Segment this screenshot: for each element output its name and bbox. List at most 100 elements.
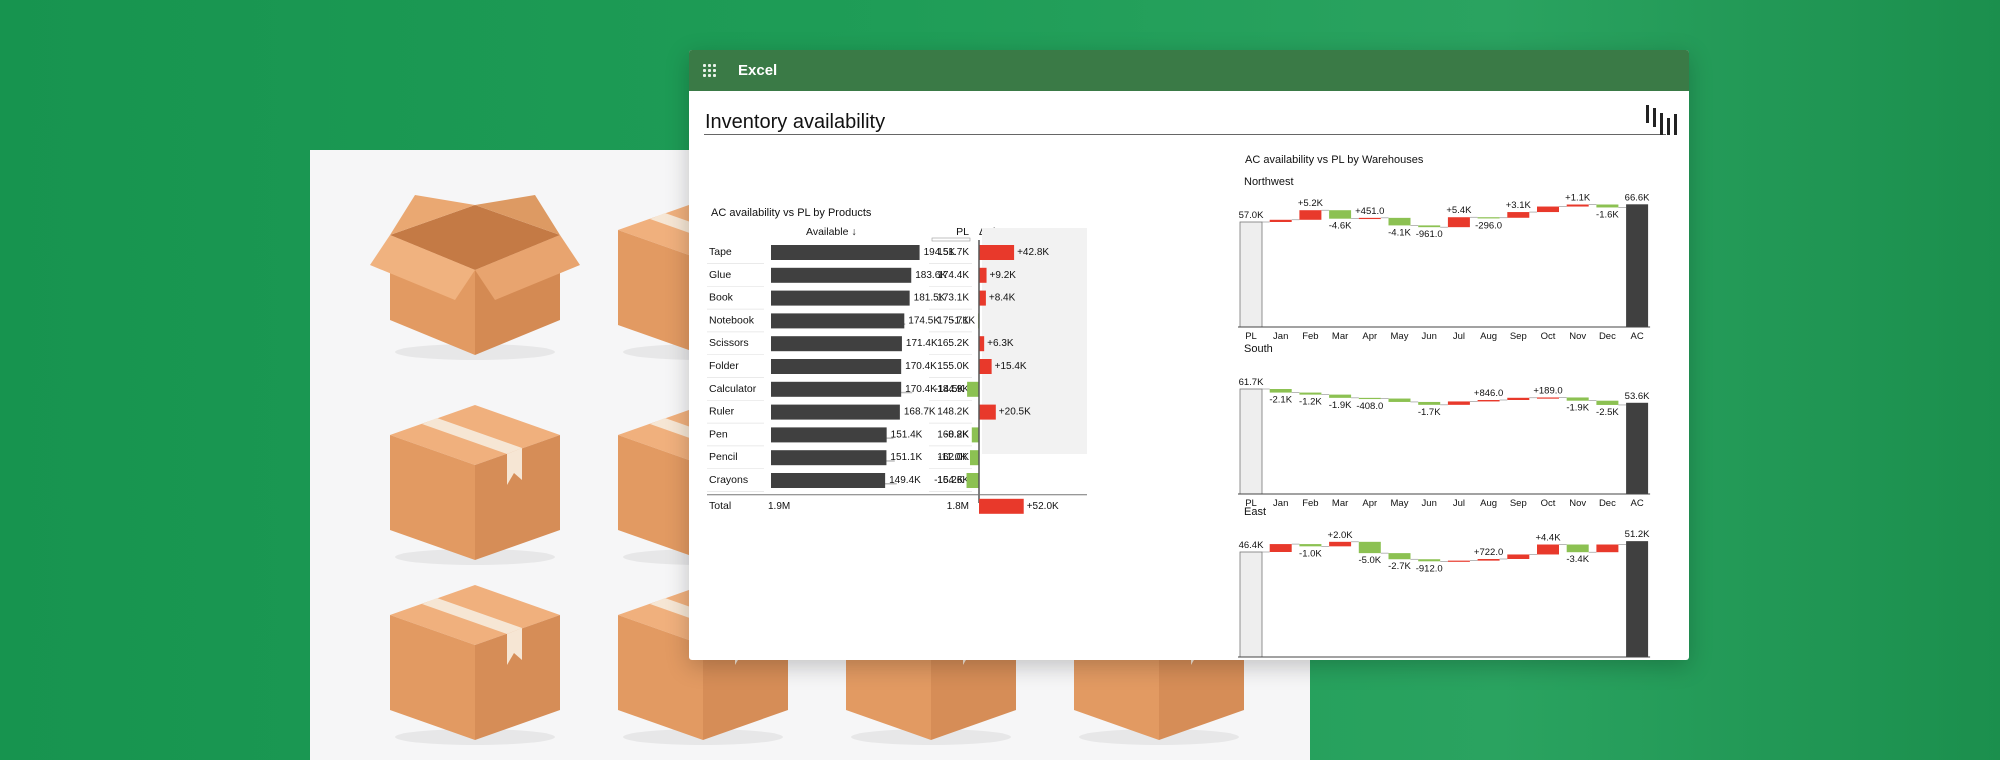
delta-bar bbox=[1477, 558, 1500, 561]
delta-value: -1.0K bbox=[1299, 548, 1322, 559]
ac-end-bar bbox=[1626, 402, 1649, 494]
delta-value: -1.7K bbox=[1418, 407, 1441, 418]
delta-bar bbox=[1447, 560, 1470, 562]
total-delta-bar bbox=[979, 498, 1024, 514]
product-name: Ruler bbox=[709, 406, 735, 418]
delta-value: +722.0 bbox=[1474, 547, 1503, 558]
report-canvas: AC availability vs PL by Products Availab… bbox=[707, 154, 1650, 658]
product-name: Pencil bbox=[709, 451, 738, 463]
available-value: 168.7K bbox=[904, 407, 936, 418]
pl-start-bar bbox=[1239, 551, 1263, 658]
available-bar bbox=[771, 427, 887, 443]
total-row[interactable]: Total 1.9M 1.8M +52.0K bbox=[709, 498, 1059, 514]
available-value: 183.6K bbox=[915, 270, 947, 281]
delta-bar bbox=[1299, 392, 1322, 395]
delta-value: +846.0 bbox=[1474, 388, 1503, 399]
x-tick-label: AC bbox=[1630, 331, 1643, 342]
warehouse-panel: Northwest 57.0K +5.2K -4.6K+451.0 -4.1K -961.… bbox=[1238, 176, 1650, 342]
column-header-pl: PL bbox=[956, 226, 969, 238]
delta-value: +5.2K bbox=[1298, 198, 1324, 209]
warehouse-panel: East 46.4K -1.0K +2.0K -5.0K -2.7K -912.0 +722.… bbox=[1238, 506, 1650, 658]
pl-value: 174.4K bbox=[937, 270, 969, 281]
delta-value: +6.3K bbox=[987, 338, 1014, 349]
available-value: 170.4K bbox=[905, 384, 937, 395]
delta-bar bbox=[1329, 210, 1352, 219]
waffle-icon[interactable] bbox=[703, 64, 717, 78]
delta-value: -1.2K bbox=[1299, 397, 1322, 408]
delta-value: -2.5K bbox=[1596, 407, 1619, 418]
delta-bar bbox=[1388, 553, 1411, 560]
product-name: Crayons bbox=[709, 474, 748, 486]
delta-value: +9.2K bbox=[990, 270, 1017, 281]
table-row[interactable]: Pencil 151.1K 162.0K-11.0K bbox=[707, 450, 979, 470]
delta-value: -1.9K bbox=[1329, 400, 1352, 411]
pl-value: 175.7K bbox=[937, 315, 969, 326]
available-bar bbox=[771, 359, 902, 374]
available-value: 151.1K bbox=[890, 452, 922, 463]
x-tick-label: Nov bbox=[1569, 331, 1586, 342]
delta-bar bbox=[1596, 544, 1619, 553]
table-row[interactable]: Pen 151.4K 160.2K-8.8K bbox=[707, 427, 979, 447]
delta-bar bbox=[1447, 217, 1470, 228]
x-tick-label: Sep bbox=[1510, 498, 1527, 509]
delta-bar bbox=[1299, 210, 1322, 220]
total-available: 1.9M bbox=[768, 501, 790, 512]
start-value: 46.4K bbox=[1239, 540, 1264, 551]
delta-value: -296.0 bbox=[1475, 220, 1502, 231]
pl-value: 162.0K bbox=[937, 452, 969, 463]
x-tick-label: Aug bbox=[1480, 498, 1497, 509]
delta-column-shade bbox=[982, 228, 1087, 454]
x-tick-label: Apr bbox=[1362, 331, 1377, 342]
cardboard-box-icon bbox=[390, 585, 560, 745]
pl-value: 148.2K bbox=[937, 407, 969, 418]
total-pl: 1.8M bbox=[947, 501, 969, 512]
delta-value: -11.0K bbox=[938, 452, 967, 463]
end-value: 53.6K bbox=[1625, 391, 1650, 402]
product-name: Pen bbox=[709, 428, 728, 440]
delta-value: +451.0 bbox=[1355, 206, 1384, 217]
table-row[interactable]: Ruler 168.7K 148.2K +20.5K bbox=[707, 404, 1031, 424]
product-name: Tape bbox=[709, 246, 732, 258]
x-tick-label: Nov bbox=[1569, 498, 1586, 509]
delta-bar bbox=[1388, 398, 1411, 402]
delta-value: -408.0 bbox=[1356, 401, 1383, 412]
delta-value: +2.0K bbox=[1328, 530, 1354, 541]
delta-bar bbox=[1537, 544, 1559, 555]
warehouse-charts: AC availability vs PL by Warehouses North… bbox=[1238, 154, 1650, 658]
pl-value: 160.2K bbox=[937, 429, 969, 440]
table-row[interactable]: Calculator 170.4K 184.9K-14.5K bbox=[707, 381, 979, 401]
delta-value: -14.5K bbox=[935, 384, 965, 395]
title-bar: Excel bbox=[689, 50, 1689, 91]
delta-bar bbox=[1537, 206, 1559, 213]
x-tick-label: Jun bbox=[1422, 331, 1437, 342]
delta-value: -1.1K bbox=[951, 315, 975, 326]
warehouse-name: South bbox=[1244, 343, 1273, 355]
delta-bar bbox=[1596, 400, 1619, 405]
product-name: Folder bbox=[709, 360, 739, 372]
table-row[interactable]: Scissors 171.4K 165.2K +6.3K bbox=[707, 336, 1014, 356]
column-header-available: Available ↓ bbox=[806, 226, 857, 238]
pl-start-bar bbox=[1239, 221, 1263, 328]
product-name: Scissors bbox=[709, 337, 749, 349]
available-value: 174.5K bbox=[908, 315, 940, 326]
delta-bar bbox=[1329, 394, 1352, 398]
product-name: Glue bbox=[709, 269, 731, 281]
x-tick-label: Jun bbox=[1422, 498, 1437, 509]
available-value: 149.4K bbox=[889, 475, 921, 486]
x-tick-label: Jul bbox=[1453, 331, 1465, 342]
warehouse-chart-title: AC availability vs PL by Warehouses bbox=[1245, 154, 1424, 166]
title-divider bbox=[704, 134, 1666, 135]
delta-bar bbox=[1507, 397, 1530, 400]
available-bar bbox=[771, 267, 912, 283]
ac-end-bar bbox=[1626, 204, 1649, 327]
table-row[interactable]: Crayons 149.4K 164.6K-15.2K bbox=[707, 473, 979, 492]
delta-value: +8.4K bbox=[989, 293, 1016, 304]
delta-bar bbox=[1269, 219, 1292, 222]
table-row[interactable]: Folder 170.4K 155.0K +15.4K bbox=[707, 359, 1027, 378]
delta-value: -2.7K bbox=[1388, 561, 1411, 572]
delta-bar bbox=[1269, 544, 1292, 552]
